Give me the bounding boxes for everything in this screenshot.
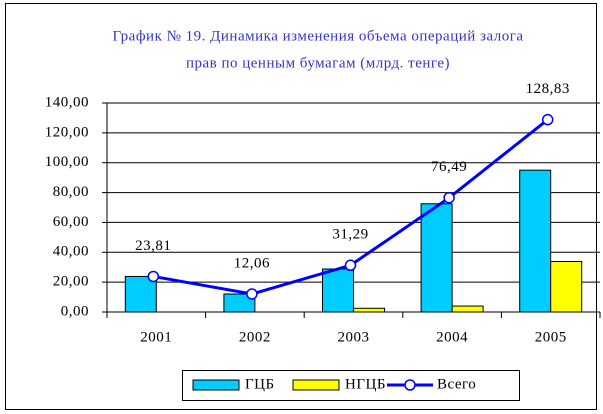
bar xyxy=(420,203,453,313)
line-marker xyxy=(246,288,258,300)
legend-swatch xyxy=(192,379,240,391)
data-label: 76,49 xyxy=(431,159,467,175)
y-tick-label: 60,00 xyxy=(53,214,89,230)
data-label: 128,83 xyxy=(526,81,570,97)
line-marker xyxy=(443,192,455,204)
legend-label: ГЦБ xyxy=(245,376,275,392)
chart-frame xyxy=(5,3,597,410)
y-tick-label: 120,00 xyxy=(45,124,89,140)
line-marker xyxy=(541,113,554,126)
x-tick-label: 2003 xyxy=(338,329,370,345)
y-tick-label: 80,00 xyxy=(53,184,89,200)
y-tick-label: 100,00 xyxy=(45,154,89,170)
x-tick-label: 2005 xyxy=(535,329,567,345)
bar xyxy=(519,169,552,313)
bar xyxy=(322,268,354,313)
bar xyxy=(124,275,157,313)
y-tick-label: 140,00 xyxy=(45,94,89,110)
x-tick-label: 2004 xyxy=(436,329,468,345)
x-tick-label: 2001 xyxy=(140,329,172,345)
legend-label: Всего xyxy=(437,376,476,392)
data-label: 31,29 xyxy=(332,227,368,243)
bar xyxy=(451,305,484,313)
legend-swatch xyxy=(292,379,340,391)
chart-title: прав по ценным бумагам (млрд. тенге) xyxy=(186,55,450,71)
legend-swatch xyxy=(404,379,416,391)
x-tick-label: 2002 xyxy=(239,329,271,345)
legend-label: НГЦБ xyxy=(345,376,386,392)
y-tick-label: 20,00 xyxy=(53,274,89,290)
data-label: 12,06 xyxy=(234,255,270,271)
chart-title: График № 19. Динамика изменения объема о… xyxy=(112,28,523,44)
y-tick-label: 40,00 xyxy=(53,244,89,260)
y-tick-label: 0,00 xyxy=(61,303,89,319)
bar xyxy=(550,260,583,313)
data-label: 23,81 xyxy=(135,238,171,254)
line-marker xyxy=(147,270,160,283)
bar xyxy=(353,307,385,313)
line-marker xyxy=(344,259,357,272)
